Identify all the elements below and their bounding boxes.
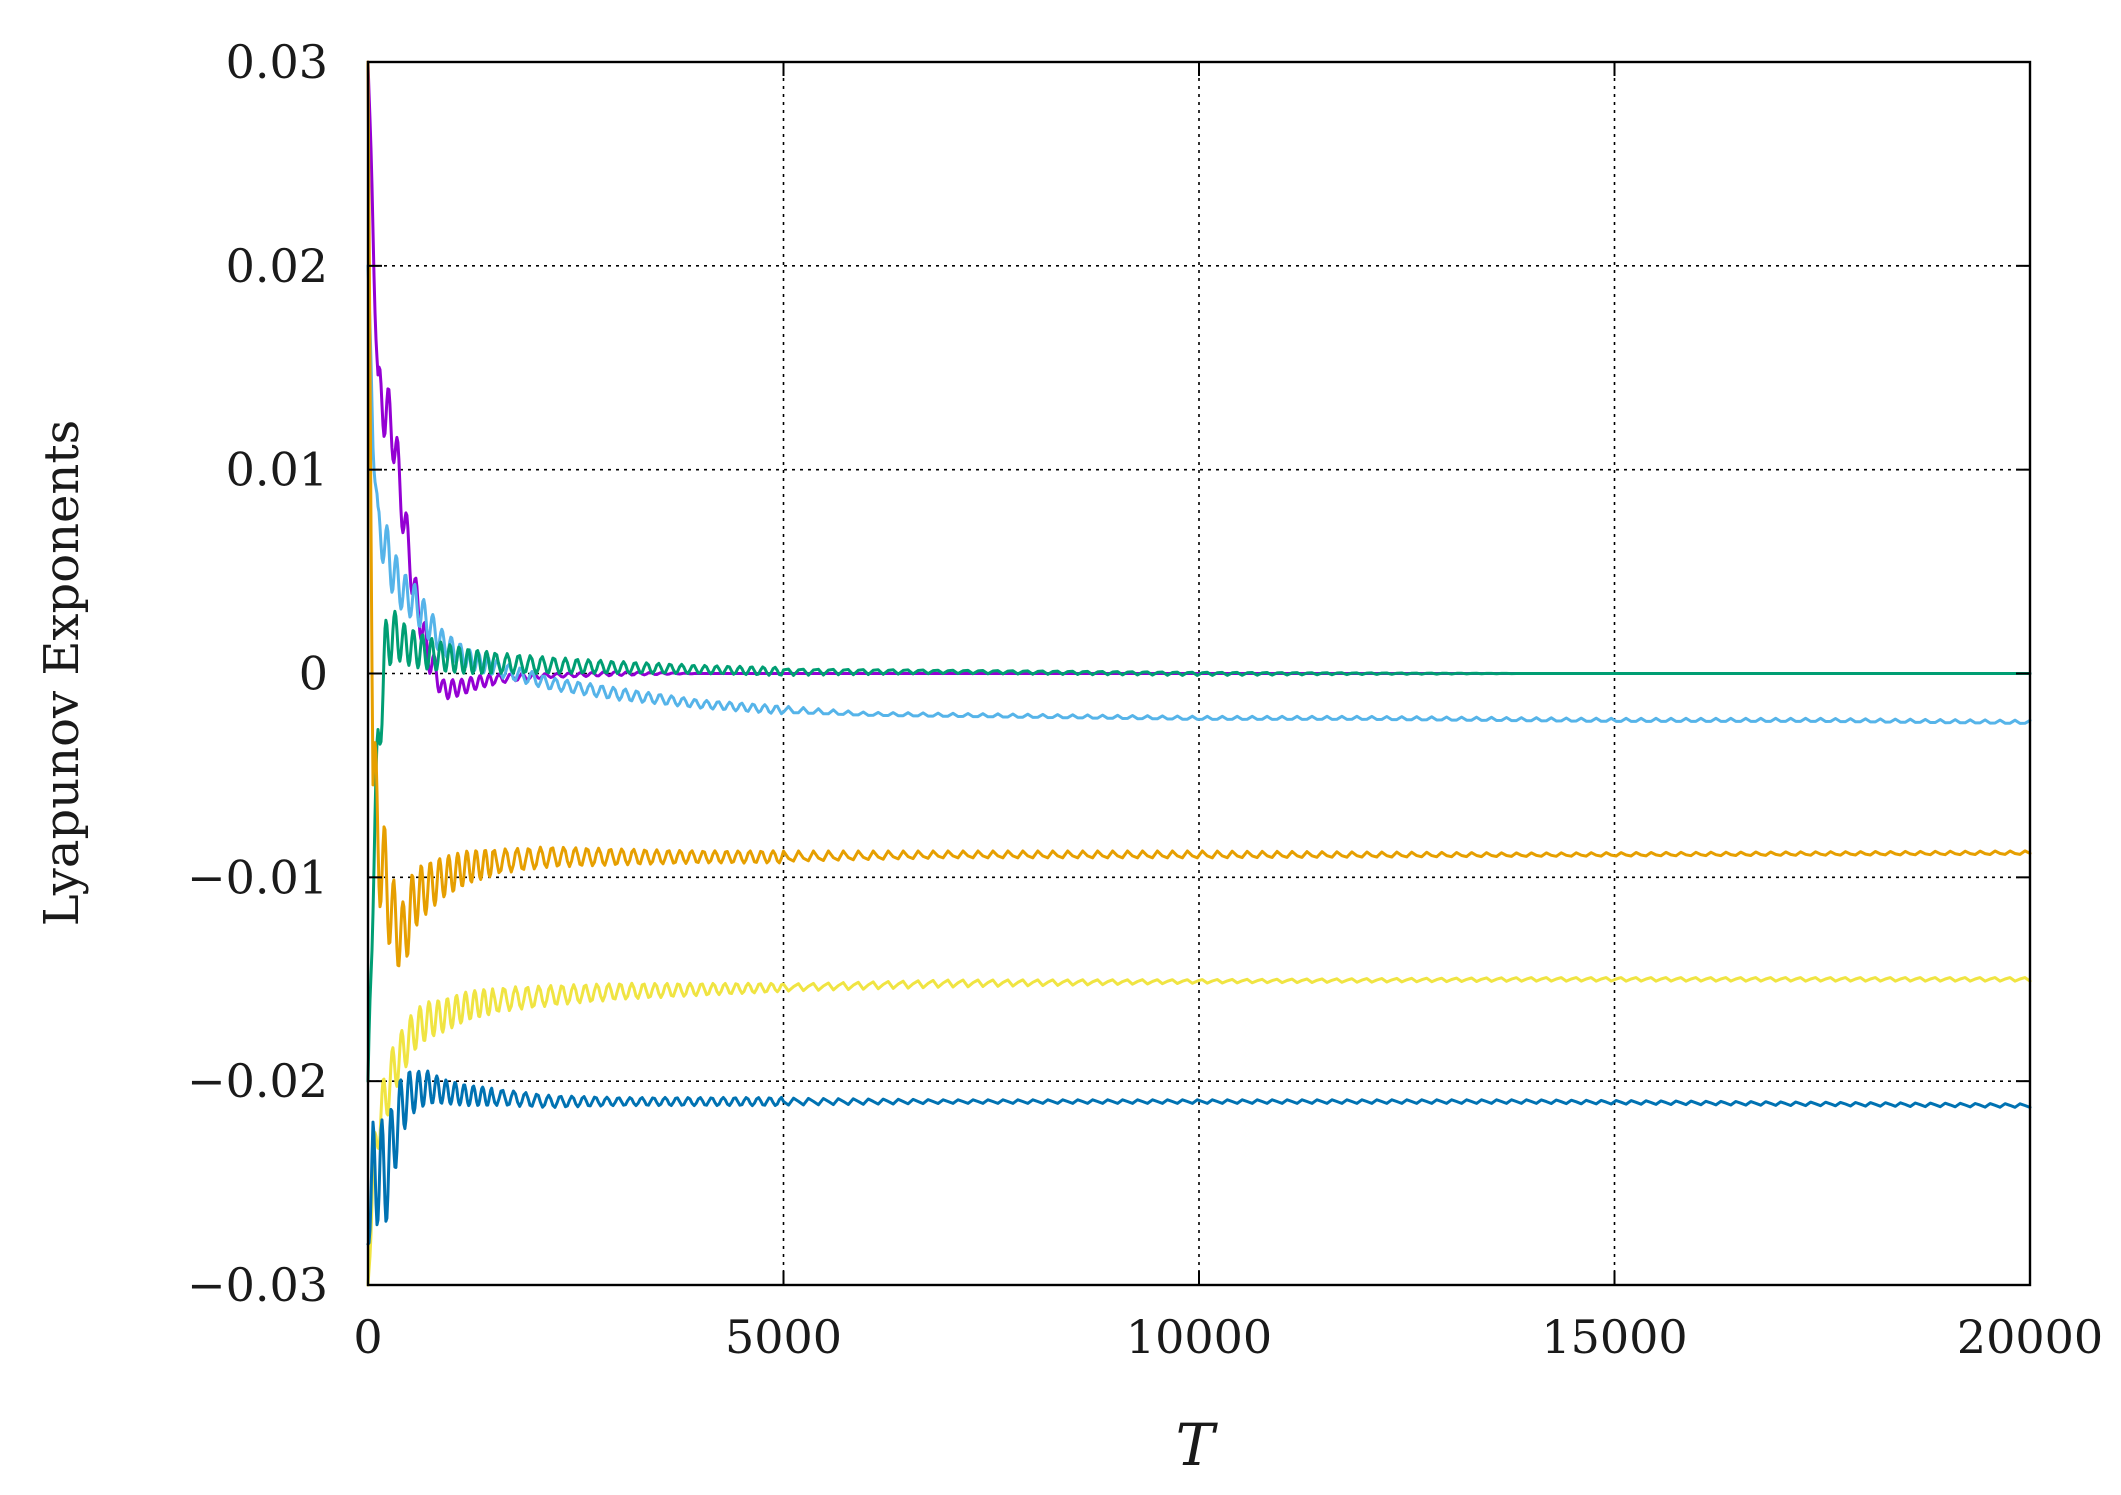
series-line-3 xyxy=(366,609,2032,1083)
labels-layer: 0.03 0.02 0.01 0 −0.01 −0.02 −0.03 0 5000 10000 15… xyxy=(187,35,2103,1364)
y-tick-label: 0.02 xyxy=(226,239,328,293)
y-tick-label: −0.03 xyxy=(187,1258,328,1312)
x-tick-label: 0 xyxy=(353,1310,382,1364)
y-tick-label: −0.02 xyxy=(187,1054,328,1108)
x-tick-label: 15000 xyxy=(1541,1310,1687,1364)
y-tick-label: −0.01 xyxy=(187,850,328,904)
y-tick-label: 0.03 xyxy=(226,35,328,89)
y-axis-title: Lyapunov Exponents xyxy=(34,420,90,926)
x-tick-label: 20000 xyxy=(1957,1310,2103,1364)
series-layer xyxy=(366,60,2032,1287)
series-line-1 xyxy=(366,60,2032,701)
ticks-layer xyxy=(367,61,2031,1286)
series-line-2 xyxy=(366,264,2032,725)
x-tick-label: 5000 xyxy=(725,1310,842,1364)
series-line-6 xyxy=(366,1069,2032,1246)
y-tick-label: 0 xyxy=(299,647,328,701)
x-tick-label: 10000 xyxy=(1126,1310,1272,1364)
series-line-4 xyxy=(366,60,2032,968)
x-axis-title: T xyxy=(1176,1411,1219,1479)
y-tick-label: 0.01 xyxy=(226,443,328,497)
series-line-5 xyxy=(366,976,2032,1287)
